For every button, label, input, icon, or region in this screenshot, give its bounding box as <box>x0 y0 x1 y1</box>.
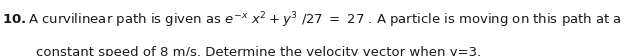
Text: $\mathbf{10.}$A curvilinear path is given as $e^{-x}\ x^{2} + y^{3}$ /27 $=$ 27 : $\mathbf{10.}$A curvilinear path is give… <box>2 10 622 30</box>
Text: constant speed of 8 m/s. Determine the velocity vector when y=3.: constant speed of 8 m/s. Determine the v… <box>2 46 481 56</box>
